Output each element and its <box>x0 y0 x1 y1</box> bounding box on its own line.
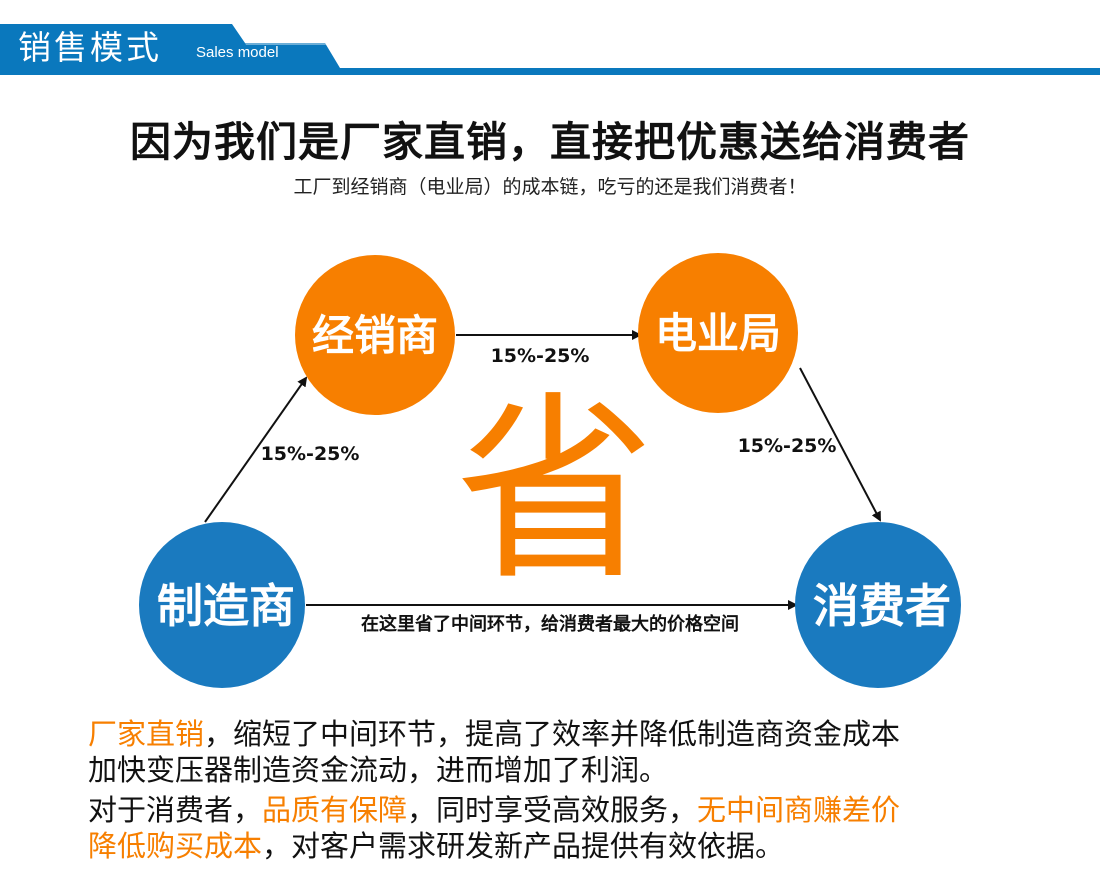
edge-label-dealer-bureau: 15%-25% <box>491 345 590 367</box>
section-title: 销售模式 <box>18 28 162 67</box>
arrow-bureau-to-consumer <box>799 367 881 522</box>
node-consumer-label: 消费者 <box>813 579 951 633</box>
node-power-bureau-label: 电业局 <box>655 309 781 358</box>
highlight-quality: 品质有保障 <box>262 793 408 827</box>
highlight-lower-cost: 降低购买成本 <box>88 829 263 863</box>
subheadline: 工厂到经销商（电业局）的成本链，吃亏的还是我们消费者！ <box>293 176 807 198</box>
section-subtitle: Sales model <box>196 44 279 61</box>
arrow-manufacturer-to-dealer <box>204 376 308 523</box>
node-manufacturer-label: 制造商 <box>157 579 295 633</box>
paragraph-manufacturer-benefit: 厂家直销，缩短了中间环节，提高了效率并降低制造商资金成本 加快变压器制造资金流动… <box>88 716 900 788</box>
edge-label-bureau-consumer: 15%-25% <box>738 435 837 457</box>
highlight-no-middleman: 无中间商赚差价 <box>697 793 901 827</box>
header-banner <box>0 24 1100 75</box>
text: ，对客户需求研发新产品提供有效依据。 <box>262 829 785 863</box>
text: ，同时享受高效服务， <box>407 793 698 827</box>
node-power-bureau: 电业局 <box>638 253 798 413</box>
paragraph-consumer-benefit: 对于消费者，品质有保障，同时享受高效服务，无中间商赚差价 降低购买成本，对客户需… <box>88 792 900 864</box>
text: ，缩短了中间环节，提高了效率并降低制造商资金成本 <box>204 717 901 751</box>
node-consumer: 消费者 <box>795 522 961 688</box>
edge-label-manufacturer-dealer: 15%-25% <box>261 443 360 465</box>
center-save-char: 省 <box>455 375 655 608</box>
edge-label-direct: 在这里省了中间环节，给消费者最大的价格空间 <box>361 613 739 635</box>
node-dealer-label: 经销商 <box>312 311 438 360</box>
highlight-direct-sale: 厂家直销 <box>88 717 205 751</box>
text: 对于消费者， <box>88 793 263 827</box>
node-dealer: 经销商 <box>295 255 455 415</box>
text: 加快变压器制造资金流动，进而增加了利润。 <box>88 753 669 787</box>
headline: 因为我们是厂家直销，直接把优惠送给消费者 <box>130 118 970 166</box>
node-manufacturer: 制造商 <box>139 522 305 688</box>
